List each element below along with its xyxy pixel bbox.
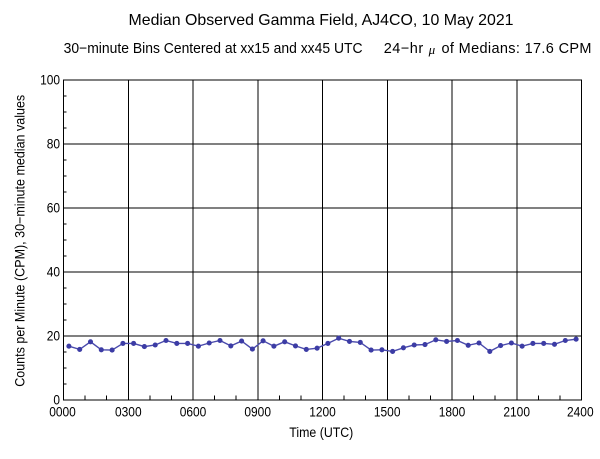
svg-text:20: 20: [47, 328, 60, 344]
svg-text:80: 80: [47, 136, 60, 152]
svg-text:2100: 2100: [503, 404, 530, 420]
svg-text:100: 100: [40, 72, 60, 88]
svg-text:Counts per Minute (CPM), 30−mi: Counts per Minute (CPM), 30−minute media…: [12, 95, 28, 387]
svg-text:60: 60: [47, 200, 60, 216]
svg-text:0900: 0900: [244, 404, 271, 420]
svg-text:Median Observed Gamma Field, A: Median Observed Gamma Field, AJ4CO, 10 M…: [129, 12, 514, 29]
svg-text:0300: 0300: [115, 404, 142, 420]
svg-text:30−minute Bins Centered at xx1: 30−minute Bins Centered at xx15 and xx45…: [64, 41, 363, 57]
svg-text:of Medians: 17.6 CPM: of Medians: 17.6 CPM: [442, 41, 592, 57]
svg-text:1200: 1200: [309, 404, 336, 420]
svg-text:2400: 2400: [567, 404, 594, 420]
svg-text:0: 0: [53, 392, 60, 408]
svg-text:μ: μ: [428, 42, 436, 57]
svg-text:1500: 1500: [374, 404, 401, 420]
svg-text:0000: 0000: [49, 404, 76, 420]
svg-text:0600: 0600: [180, 404, 207, 420]
svg-text:Time (UTC): Time (UTC): [289, 424, 353, 440]
svg-text:1800: 1800: [439, 404, 466, 420]
svg-text:40: 40: [47, 264, 60, 280]
svg-text:24−hr: 24−hr: [384, 41, 424, 57]
